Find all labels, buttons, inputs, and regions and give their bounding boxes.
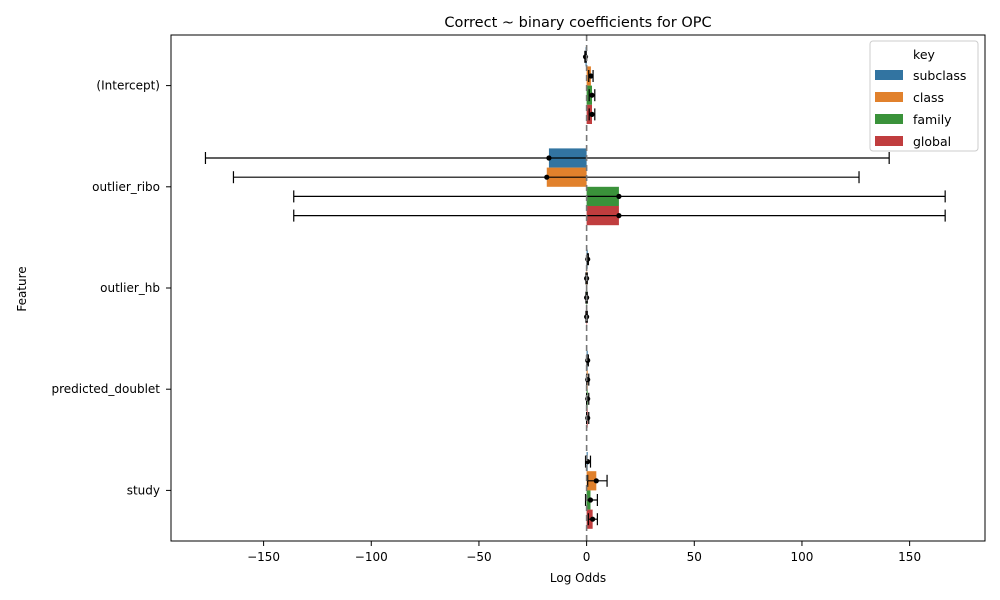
x-axis-title: Log Odds — [550, 571, 606, 585]
chart-title: Correct ~ binary coefficients for OPC — [444, 15, 711, 31]
point-estimate — [616, 213, 622, 219]
y-axis-title: Feature — [15, 266, 29, 311]
x-tick-label: −150 — [247, 550, 280, 564]
legend-label: family — [913, 112, 952, 127]
point-estimate — [544, 174, 550, 180]
x-tick-label: 50 — [687, 550, 702, 564]
legend-label: class — [913, 90, 944, 105]
point-estimate — [587, 497, 594, 503]
x-tick-label: 100 — [791, 550, 814, 564]
y-tick-label: predicted_doublet — [51, 382, 160, 396]
y-tick-label: study — [127, 483, 160, 497]
legend-title: key — [913, 47, 935, 62]
point-estimate — [616, 193, 622, 199]
y-tick-label: (Intercept) — [96, 79, 160, 93]
legend-label: subclass — [913, 68, 966, 83]
point-estimate — [590, 516, 596, 522]
point-estimate — [588, 73, 594, 79]
plot-frame — [170, 34, 986, 542]
y-tick-label: outlier_hb — [100, 281, 160, 295]
legend-swatch — [875, 70, 903, 80]
legend-swatch — [875, 114, 903, 124]
x-tick-label: 150 — [898, 550, 921, 564]
x-tick-label: −100 — [355, 550, 388, 564]
legend-swatch — [875, 92, 903, 102]
x-tick-label: 0 — [583, 550, 591, 564]
legend-label: global — [913, 134, 951, 149]
legend-swatch — [875, 136, 903, 146]
point-estimate — [589, 111, 595, 117]
point-estimate — [589, 92, 595, 98]
y-tick-label: outlier_ribo — [92, 180, 160, 194]
point-estimate — [593, 478, 599, 484]
point-estimate — [546, 155, 552, 161]
x-tick-label: −50 — [466, 550, 491, 564]
legend: key subclass class family global — [869, 40, 979, 152]
plot-area: −150 −100 −50 0 50 100 150 (Intercept) outlier_r… — [51, 34, 986, 564]
